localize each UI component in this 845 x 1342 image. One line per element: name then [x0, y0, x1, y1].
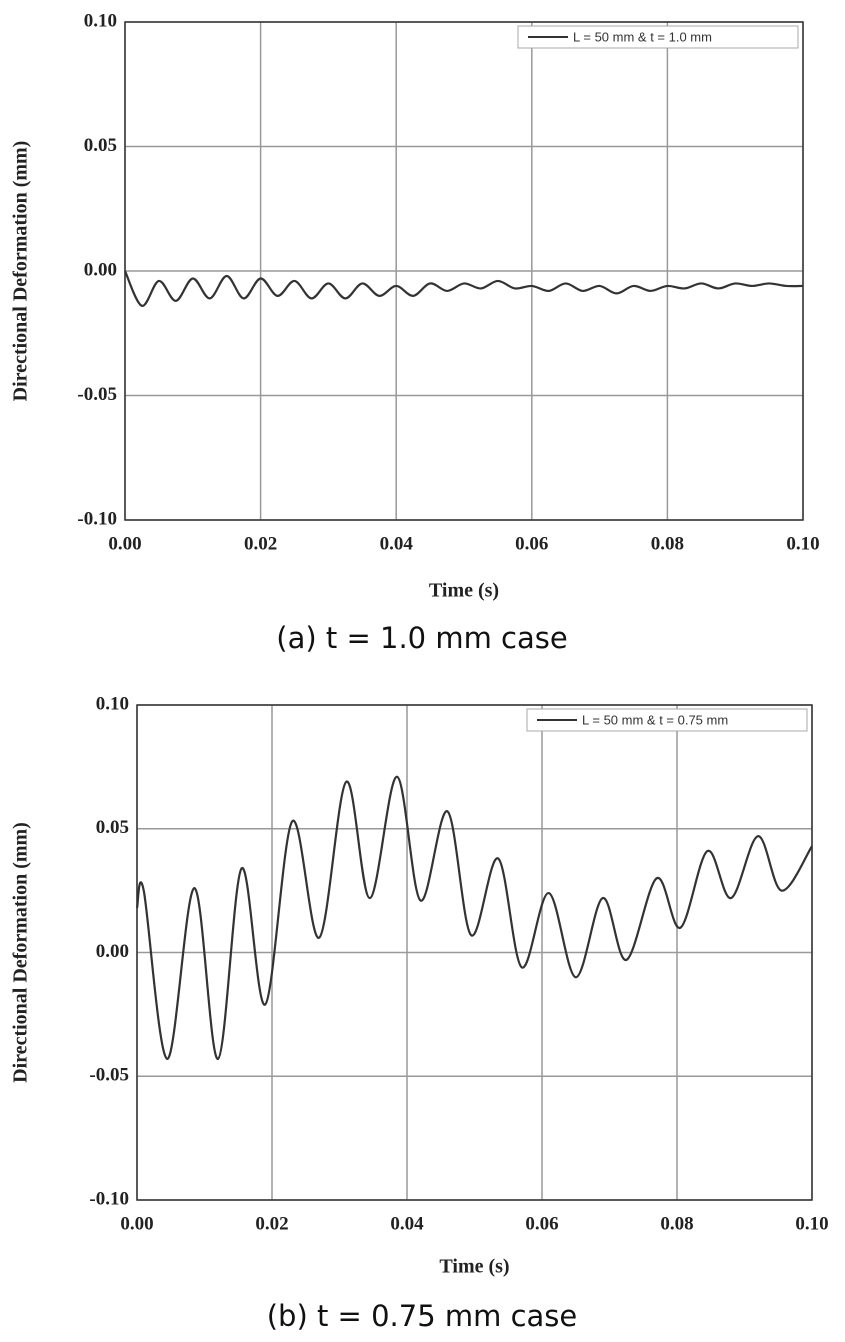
legend-label: L = 50 mm & t = 1.0 mm — [573, 29, 712, 44]
x-tick-label: 0.00 — [120, 1213, 153, 1234]
x-tick-label: 0.02 — [255, 1213, 288, 1234]
y-axis-label: Directional Deformation (mm) — [10, 822, 32, 1083]
y-tick-label: -0.05 — [77, 384, 117, 405]
y-axis-label: Directional Deformation (mm) — [10, 141, 32, 402]
x-tick-label: 0.02 — [244, 533, 277, 554]
plot-frame — [136, 704, 813, 1201]
y-tick-label: -0.10 — [77, 508, 117, 529]
x-tick-label: 0.08 — [651, 533, 684, 554]
legend-box — [517, 25, 799, 49]
x-tick-label: 0.08 — [660, 1213, 693, 1234]
y-tick-label: 0.05 — [84, 135, 117, 156]
y-tick-label: 0.00 — [96, 941, 129, 962]
x-tick-label: 0.06 — [515, 533, 548, 554]
x-tick-label: 0.04 — [380, 533, 414, 554]
legend-box — [526, 708, 808, 732]
x-tick-label: 0.04 — [390, 1213, 424, 1234]
x-axis-label: Time (s) — [439, 1256, 509, 1278]
data-line — [123, 270, 804, 307]
caption: (b) t = 0.75 mm case — [267, 1299, 578, 1333]
x-tick-label: 0.10 — [795, 1213, 828, 1234]
x-tick-label: 0.00 — [108, 533, 141, 554]
data-line — [135, 775, 813, 1061]
x-tick-label: 0.10 — [786, 533, 819, 554]
x-tick-label: 0.06 — [525, 1213, 558, 1234]
y-tick-label: 0.05 — [96, 817, 129, 838]
y-tick-label: 0.10 — [84, 10, 117, 31]
caption: (a) t = 1.0 mm case — [276, 621, 567, 655]
y-tick-label: 0.10 — [96, 693, 129, 714]
legend-label: L = 50 mm & t = 0.75 mm — [582, 712, 728, 727]
y-tick-label: -0.05 — [89, 1065, 129, 1086]
x-axis-label: Time (s) — [429, 580, 499, 602]
y-tick-label: -0.10 — [89, 1188, 129, 1209]
y-tick-label: 0.00 — [84, 259, 117, 280]
